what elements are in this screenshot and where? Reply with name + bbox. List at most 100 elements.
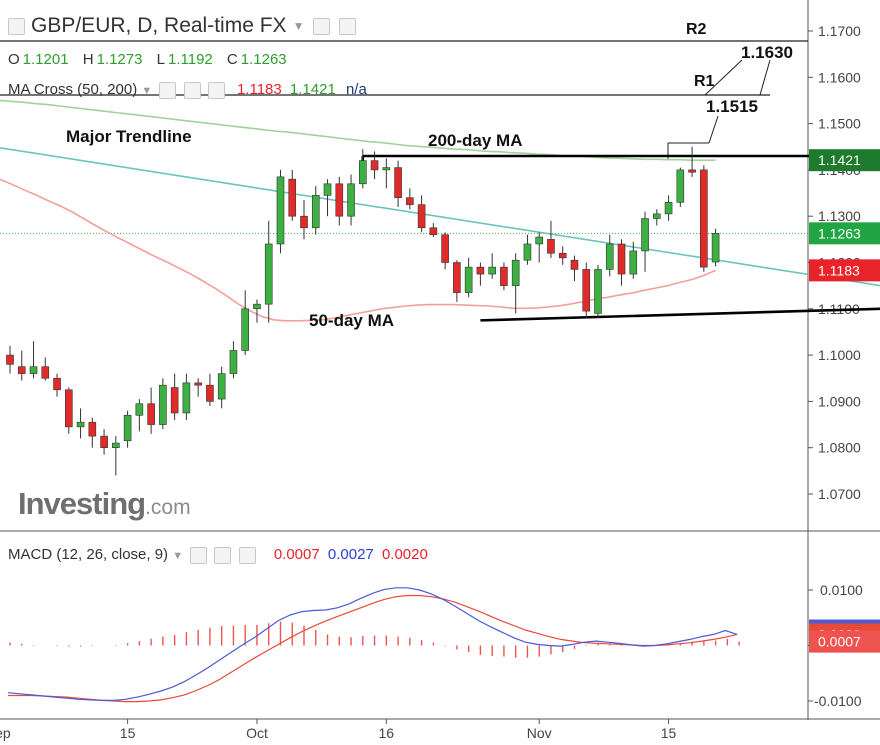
investing-logo: Investing.com [18,486,191,522]
visibility-icon[interactable] [159,81,177,99]
candle-up [488,266,496,275]
candle-down [394,167,402,198]
settings-icon[interactable] [183,81,201,99]
macd-tick-label: 0.0100 [820,582,863,598]
candle-up [676,169,685,203]
ma50-value: 1.1183 [236,81,282,98]
candle-down [100,435,108,448]
candle-up [711,233,720,263]
ma-cross-legend: MA Cross (50, 200) ▼ 1.1183 1.1421 n/a [8,81,367,99]
price-tick-label: 1.1600 [818,69,861,85]
macd-label: MACD (12, 26, close, 9) [8,546,169,563]
candle-up [159,384,167,425]
r1-label: R1 [694,73,715,90]
candle-down [406,197,414,205]
candle-down [194,382,202,386]
price-tick-label: 1.1000 [818,347,861,363]
r2-pointer-right [759,59,771,96]
candle-down [335,183,344,217]
candle-down [53,377,61,391]
candle-up [464,266,473,293]
macd-line-value: 0.0027 [327,546,374,563]
candle-up [182,382,191,414]
chevron-down-icon[interactable]: ▼ [172,550,184,562]
candle-down [429,227,438,236]
time-axis: 15Sep15Oct16Nov15 [0,719,677,741]
price-badge-bg [809,149,880,172]
r2-label: R2 [686,21,707,38]
candle-up [347,183,355,217]
price-tick-label: 1.0900 [818,393,861,409]
close-icon[interactable] [238,546,256,564]
candle-down [147,403,155,425]
candle-down [206,384,214,402]
high-key: H [82,51,94,68]
candle-down [688,169,696,173]
candle-down [582,269,591,312]
collapse-icon[interactable] [8,17,25,35]
price-badge-bg [809,259,880,282]
candle-down [88,421,97,437]
candle-up [217,373,226,400]
chart-title: GBP/EUR, D, Real-time FX [31,14,287,37]
candle-up [523,243,532,261]
settings-icon[interactable] [214,546,232,564]
candle-up [112,442,120,449]
candle-up [358,160,367,185]
visibility-icon[interactable] [313,17,331,35]
close-key: C [226,51,238,68]
close-icon[interactable] [207,81,225,99]
price-badge: 1.1183 [818,262,860,278]
candle-down [700,169,708,268]
candle-up [511,259,520,286]
candle-up [594,269,602,314]
candle-up [253,303,261,310]
chevron-down-icon[interactable]: ▼ [292,19,305,33]
r1-pointer [708,115,719,144]
chevron-down-icon[interactable]: ▼ [141,85,153,97]
candle-up [29,366,38,374]
candle-down [288,178,297,217]
price-badge: 1.1421 [818,152,861,168]
r2-pointer [704,59,743,96]
price-badge: 1.1263 [818,225,861,241]
candle-up [311,195,320,229]
logo-suffix: .com [145,496,191,519]
macd-badge: 0.0007 [818,634,861,650]
candlestick-series [6,146,720,476]
macd-tick-label: -0.0100 [814,693,862,709]
settings-icon[interactable] [339,17,357,35]
time-tick-label: 15 [661,725,677,741]
macd-lines [7,587,738,703]
candle-up [605,243,614,270]
candle-up [229,350,238,374]
candle-down [500,266,508,286]
ohlc-readout: O 1.1201 H 1.1273 L 1.1192 C 1.1263 [8,51,297,68]
support-line [480,307,880,322]
candle-down [417,204,426,229]
macd-legend: MACD (12, 26, close, 9) ▼ 0.0007 0.0027 … [8,546,428,564]
candle-down [476,266,485,275]
major-trendline [0,147,880,287]
drawn-trend-lines [0,147,880,322]
candle-down [453,262,461,293]
logo-main: Investing [18,486,146,521]
visibility-icon[interactable] [190,546,208,564]
candle-up [241,308,249,351]
close-value: 1.1263 [240,51,287,68]
macd-hist-value: 0.0007 [273,546,320,563]
macd-signal-line [8,594,738,703]
price-tick-label: 1.0700 [818,486,861,502]
time-tick-label: Sep [0,725,11,741]
candle-up [629,250,638,275]
candle-down [370,160,379,171]
candle-down [300,215,308,229]
open-value: 1.1201 [22,51,69,68]
candle-down [547,239,555,254]
open-key: O [8,51,20,68]
chart-title-row: GBP/EUR, D, Real-time FX ▼ [8,14,357,38]
price-tick-label: 1.1300 [818,208,861,224]
